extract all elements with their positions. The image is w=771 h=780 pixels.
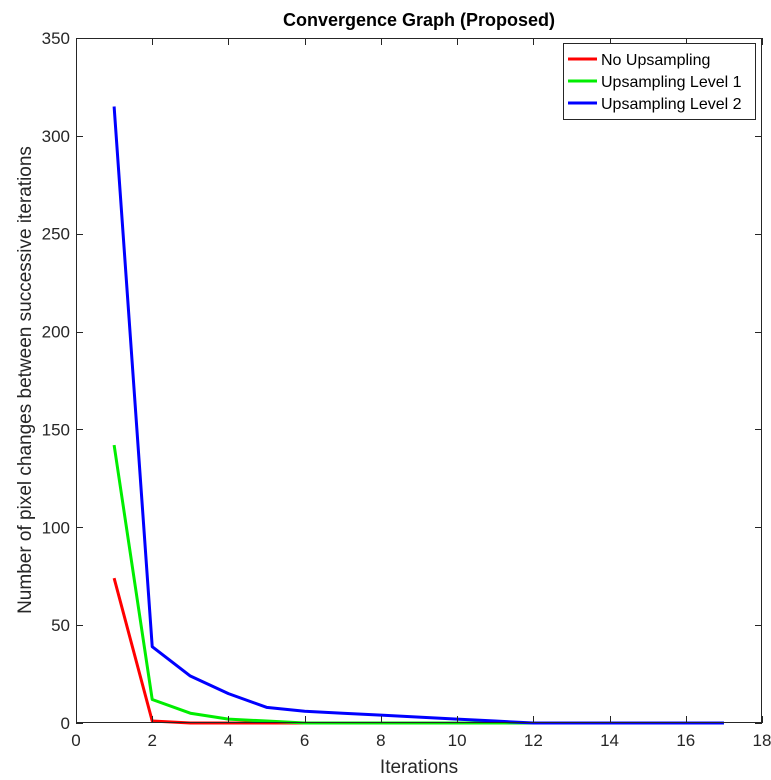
x-tick-label: 12 bbox=[524, 731, 543, 750]
x-tick-label: 14 bbox=[600, 731, 619, 750]
chart-title: Convergence Graph (Proposed) bbox=[283, 10, 555, 30]
x-tick-label: 2 bbox=[147, 731, 156, 750]
x-tick-label: 0 bbox=[71, 731, 80, 750]
y-tick-label: 0 bbox=[61, 714, 70, 733]
x-axis-title: Iterations bbox=[380, 757, 458, 778]
legend: No Upsampling Upsampling Level 1 Upsamplin… bbox=[563, 43, 756, 120]
series-line-2 bbox=[112, 444, 724, 725]
y-tick-label: 150 bbox=[42, 420, 70, 439]
x-tick-label: 18 bbox=[753, 731, 771, 750]
y-ticks: 0 50 100 150 200 250 300 350 bbox=[42, 29, 762, 733]
series-layer bbox=[112, 106, 724, 725]
legend-label-3: Upsampling Level 2 bbox=[601, 96, 742, 113]
x-tick-label: 4 bbox=[224, 731, 233, 750]
x-tick-label: 16 bbox=[676, 731, 695, 750]
y-tick-label: 100 bbox=[42, 518, 70, 537]
x-tick-label: 6 bbox=[300, 731, 309, 750]
legend-label-2: Upsampling Level 1 bbox=[601, 74, 742, 91]
x-tick-label: 10 bbox=[448, 731, 467, 750]
series-line-3 bbox=[112, 106, 724, 725]
y-tick-label: 350 bbox=[42, 29, 70, 48]
y-tick-label: 50 bbox=[51, 616, 70, 635]
x-ticks: 0 2 4 6 8 10 12 14 16 18 bbox=[71, 38, 771, 750]
y-axis-title: Number of pixel changes between successi… bbox=[15, 146, 36, 614]
series-line-1 bbox=[112, 577, 724, 725]
y-tick-label: 200 bbox=[42, 323, 70, 342]
y-tick-label: 300 bbox=[42, 127, 70, 146]
x-tick-label: 8 bbox=[376, 731, 385, 750]
legend-label-1: No Upsampling bbox=[601, 52, 710, 69]
axes bbox=[76, 38, 762, 723]
y-tick-label: 250 bbox=[42, 225, 70, 244]
